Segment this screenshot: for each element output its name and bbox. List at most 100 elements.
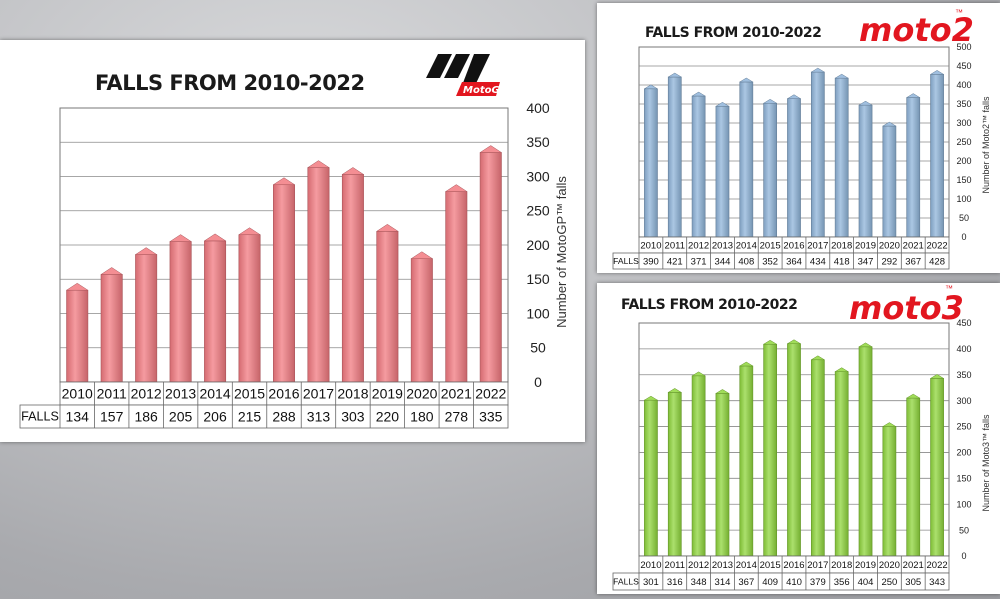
x-tick-label: 2019 xyxy=(372,386,403,402)
y-axis-label: Number of Moto3™ falls xyxy=(981,414,991,512)
data-label: 278 xyxy=(445,409,469,425)
x-tick-label: 2020 xyxy=(879,560,900,571)
row-label-falls: FALLS xyxy=(21,410,59,424)
bar-2012 xyxy=(691,91,707,238)
data-label: 292 xyxy=(881,257,897,268)
bar-2014 xyxy=(203,233,227,383)
bar-body xyxy=(834,77,849,238)
data-label: 206 xyxy=(203,409,227,425)
bar-2011 xyxy=(667,388,683,557)
data-label: 404 xyxy=(858,577,874,588)
data-label: 180 xyxy=(410,409,434,425)
bar-body xyxy=(906,97,921,238)
bar-body xyxy=(667,76,682,238)
data-label: 205 xyxy=(169,409,193,425)
data-label: 305 xyxy=(905,577,921,588)
bar-2018 xyxy=(834,73,850,238)
x-tick-label: 2015 xyxy=(760,241,781,252)
x-tick-label: 2017 xyxy=(807,560,828,571)
y-tick-label: 50 xyxy=(959,213,969,223)
bar-cap xyxy=(667,72,683,78)
moto2-chart-panel: FALLS FROM 2010-2022 moto2 ™ Number of M… xyxy=(597,3,1000,273)
data-label: 421 xyxy=(667,257,683,268)
bar-2018 xyxy=(834,367,850,557)
y-tick-label: 400 xyxy=(956,344,971,354)
data-label: 367 xyxy=(905,257,921,268)
bar-body xyxy=(479,152,502,383)
x-tick-label: 2017 xyxy=(807,241,828,252)
x-tick-label: 2021 xyxy=(903,241,924,252)
bar-cap xyxy=(479,145,503,153)
x-tick-label: 2013 xyxy=(712,560,733,571)
data-label: 316 xyxy=(667,577,683,588)
y-tick-label: 0 xyxy=(961,232,966,242)
bar-cap xyxy=(643,395,659,401)
bar-2013 xyxy=(169,234,193,383)
bar-cap xyxy=(100,267,124,275)
data-label: 348 xyxy=(691,577,707,588)
bar-body xyxy=(667,392,682,557)
moto2-chart: FALLS FROM 2010-2022 moto2 ™ Number of M… xyxy=(612,8,991,270)
x-tick-label: 2018 xyxy=(337,386,368,402)
falls-row xyxy=(612,572,950,591)
bar-cap xyxy=(762,339,778,345)
data-label: 288 xyxy=(272,409,296,425)
chart-title: FALLS FROM 2010-2022 xyxy=(645,25,821,41)
x-tick-label: 2014 xyxy=(199,386,230,402)
data-label: 250 xyxy=(881,577,897,588)
bar-body xyxy=(445,191,468,383)
x-tick-label: 2015 xyxy=(760,560,781,571)
row-label-falls: FALLS xyxy=(613,256,639,266)
bar-cap xyxy=(738,361,754,367)
bar-2020 xyxy=(410,251,434,383)
data-label: 215 xyxy=(238,409,262,425)
x-tick-label: 2022 xyxy=(927,560,948,571)
bar-body xyxy=(906,397,921,557)
x-tick-label: 2022 xyxy=(927,241,948,252)
y-tick-label: 100 xyxy=(526,305,550,321)
bar-2022 xyxy=(929,70,945,238)
bar-cap xyxy=(691,371,707,377)
bar-body xyxy=(882,426,897,557)
bar-body xyxy=(858,346,873,557)
data-label: 220 xyxy=(376,409,400,425)
x-tick-label: 2021 xyxy=(903,560,924,571)
bar-cap xyxy=(786,94,802,99)
bar-cap xyxy=(203,233,227,242)
x-tick-label: 2014 xyxy=(736,241,757,252)
data-label: 344 xyxy=(715,257,731,268)
bar-body xyxy=(810,71,825,238)
y-tick-label: 350 xyxy=(956,370,971,380)
y-tick-label: 200 xyxy=(956,156,971,166)
bar-body xyxy=(691,95,706,238)
bar-body xyxy=(763,102,778,238)
bar-2012 xyxy=(691,371,707,557)
y-tick-label: 150 xyxy=(526,271,550,287)
bar-body xyxy=(307,167,330,383)
moto2-logo-tm: ™ xyxy=(955,8,963,17)
x-tick-label: 2011 xyxy=(665,560,685,571)
x-tick-label: 2010 xyxy=(640,241,661,252)
y-tick-label: 500 xyxy=(956,42,971,52)
bar-cap xyxy=(810,67,826,73)
y-tick-label: 400 xyxy=(526,100,550,116)
bar-body xyxy=(834,371,849,557)
bar-cap xyxy=(858,100,873,106)
data-label: 335 xyxy=(479,409,503,425)
bar-cap xyxy=(410,251,434,259)
bar-cap xyxy=(341,167,365,175)
bar-body xyxy=(787,343,801,557)
data-label: 157 xyxy=(100,409,124,425)
data-label: 390 xyxy=(643,257,659,268)
data-label: 343 xyxy=(929,577,945,588)
x-tick-label: 2016 xyxy=(783,560,804,571)
data-label: 367 xyxy=(738,577,754,588)
bar-cap xyxy=(238,227,262,235)
x-tick-label: 2016 xyxy=(268,386,299,402)
bar-cap xyxy=(881,422,897,427)
y-tick-label: 200 xyxy=(526,237,550,253)
bar-cap xyxy=(169,234,193,242)
x-tick-label: 2019 xyxy=(855,241,876,252)
y-axis-label: Number of MotoGP™ falls xyxy=(554,176,569,328)
row-label-falls: FALLS xyxy=(613,577,639,587)
